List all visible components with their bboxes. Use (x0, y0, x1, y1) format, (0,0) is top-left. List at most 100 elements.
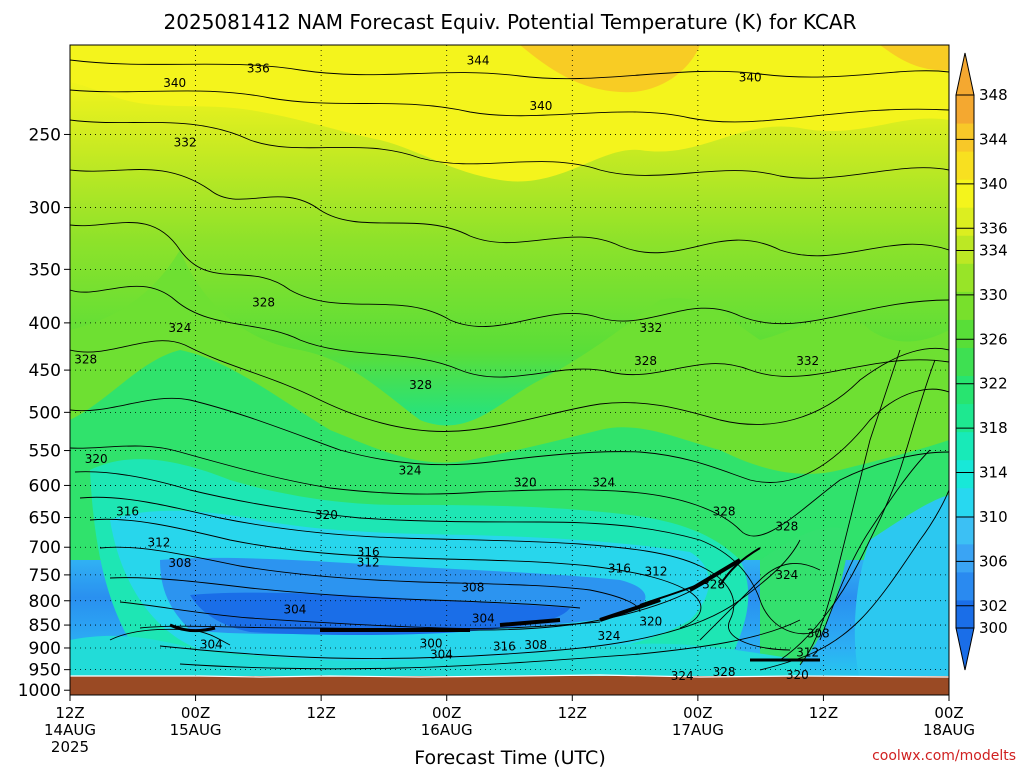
y-tick-label: 950 (29, 661, 61, 681)
y-tick-label: 650 (29, 509, 61, 529)
y-tick-label: 500 (29, 403, 61, 423)
colorbar-label: 326 (979, 330, 1008, 348)
colorbar-segment (956, 543, 974, 573)
contour-labels: 336 344 340 340 340 332 328 324 328 328 332 328 332 3… (74, 54, 829, 683)
field-orange-top (520, 45, 949, 93)
contour-label: 316 (608, 561, 631, 575)
y-tick-label: 600 (29, 476, 61, 496)
field-bottom-teal (70, 635, 800, 680)
contour-label: 324 (671, 669, 694, 683)
ground-edge (70, 674, 949, 678)
contour-label: 316 (357, 545, 380, 559)
contour-label: 328 (713, 665, 736, 679)
colorbar-segment (956, 459, 974, 489)
colorbar-label: 306 (979, 552, 1008, 570)
contour-label: 308 (807, 626, 830, 640)
contour-label: 320 (786, 668, 809, 682)
contour-label: 332 (174, 135, 197, 149)
colorbar-segment (956, 95, 974, 124)
contour-label: 328 (74, 352, 97, 366)
contour-label: 328 (775, 520, 798, 534)
x-tick-date: 16AUG (421, 721, 473, 739)
y-tick-label: 750 (29, 566, 61, 586)
colorbar: 348 344 340 336 334 330 326 322 318 314 310 306 302 3… (955, 52, 1008, 671)
colorbar-segment (956, 235, 974, 264)
colorbar-segment (956, 207, 974, 236)
x-tick-year: 2025 (51, 738, 89, 756)
colorbar-segment (956, 263, 974, 292)
colorbar-label: 302 (979, 597, 1008, 615)
colorbar-segment (956, 515, 974, 545)
contour-label: 312 (645, 565, 668, 579)
contour-label: 332 (796, 354, 819, 368)
colorbar-segment (956, 431, 974, 461)
contour-label: 340 (739, 71, 762, 85)
colorbar-segment (956, 571, 974, 601)
y-tick-label: 800 (29, 592, 61, 612)
contour-label: 324 (168, 321, 191, 335)
contour-label: 320 (315, 508, 338, 522)
colorbar-label: 334 (979, 241, 1008, 259)
colorbar-max-arrow (955, 52, 975, 96)
contour-label: 304 (472, 611, 495, 625)
contour-label: 312 (357, 555, 380, 569)
colorbar-label: 322 (979, 375, 1008, 393)
colorbar-segment (956, 403, 974, 433)
colorbar-label: 344 (979, 130, 1008, 148)
x-tick-date: 18AUG (923, 721, 975, 739)
y-tick-label: 550 (29, 442, 61, 462)
contour-label: 332 (639, 321, 662, 335)
colorbar-label: 330 (979, 286, 1008, 304)
x-tick-label: 00Z (181, 704, 210, 722)
credit-text: coolwx.com/modelts (872, 748, 1016, 764)
colorbar-segment (956, 599, 974, 629)
contour-label: 336 (247, 61, 270, 75)
plot-area: 336 344 340 340 340 332 328 324 328 328 332 328 332 3… (70, 45, 949, 695)
colorbar-label: 314 (979, 464, 1008, 482)
y-tick-label: 400 (29, 314, 61, 334)
contour-label: 316 (493, 640, 516, 654)
colorbar-label: 348 (979, 86, 1008, 104)
field-right-cyan (854, 495, 949, 680)
field-right-green (760, 527, 850, 665)
x-axis-title: Forecast Time (UTC) (414, 747, 605, 768)
contour-label: 320 (639, 614, 662, 628)
colorbar-label: 340 (979, 175, 1008, 193)
contour-label: 324 (399, 463, 422, 477)
colorbar-segment (956, 487, 974, 517)
y-axis: 250 300 350 400 450 500 550 600 650 700 750 800 850 9… (18, 125, 70, 701)
y-tick-label: 250 (29, 125, 61, 145)
colorbar-segment (956, 347, 974, 377)
contour-label: 308 (524, 638, 547, 652)
contour-label: 328 (713, 504, 736, 518)
contour-label: 308 (168, 556, 191, 570)
chart-title: 2025081412 NAM Forecast Equiv. Potential… (164, 10, 857, 34)
grid (70, 45, 949, 695)
x-tick-date: 15AUG (170, 721, 222, 739)
colorbar-min-arrow (955, 627, 975, 671)
x-tick-label: 00Z (683, 704, 712, 722)
y-tick-label: 900 (29, 639, 61, 659)
y-tick-label: 450 (29, 361, 61, 381)
contour-label: 328 (252, 295, 275, 309)
contour-label: 324 (597, 629, 620, 643)
colorbar-label: 310 (979, 508, 1008, 526)
contour-label: 344 (467, 54, 490, 68)
contour-label: 328 (702, 577, 725, 591)
x-tick-date: 17AUG (672, 721, 724, 739)
contour-label: 328 (634, 354, 657, 368)
contour-label: 328 (409, 378, 432, 392)
colorbar-label: 336 (979, 219, 1008, 237)
contour-label: 304 (430, 648, 453, 662)
dense-contour-bands (169, 547, 820, 662)
field-yellow-top (70, 45, 949, 182)
contour-label: 320 (514, 476, 537, 490)
contour-label: 320 (85, 452, 108, 466)
contour-label: 312 (796, 645, 819, 659)
contour-lines (70, 59, 949, 671)
colorbar-segment (956, 151, 974, 180)
y-tick-label: 700 (29, 538, 61, 558)
colorbar-segment (956, 291, 974, 320)
y-tick-label: 850 (29, 616, 61, 636)
